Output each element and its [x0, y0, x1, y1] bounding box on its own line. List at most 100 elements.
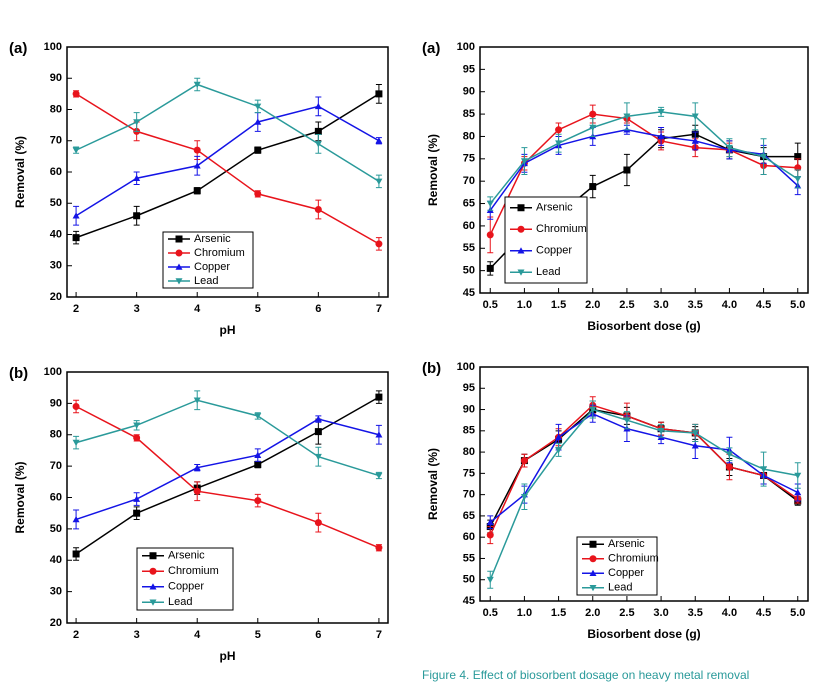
series-line: [75, 418, 380, 521]
data-point: [691, 442, 699, 449]
data-point: [375, 178, 383, 185]
data-point: [794, 472, 802, 479]
legend-label: Arsenic: [194, 233, 231, 245]
series-line: [75, 396, 380, 555]
legend-box: [504, 196, 588, 284]
legend-label: Chromium: [168, 565, 219, 577]
data-point: [657, 132, 665, 140]
data-point: [555, 433, 563, 440]
y-tick-label: 85: [463, 108, 475, 120]
x-tick-label: 4: [194, 629, 201, 641]
y-axis-label: Removal (%): [426, 134, 440, 206]
y-tick-label: 70: [50, 460, 62, 472]
data-point: [254, 497, 262, 505]
data-point: [314, 141, 322, 148]
data-point: [555, 140, 563, 147]
data-point: [72, 403, 80, 411]
y-tick-label: 95: [463, 63, 475, 75]
series-line: [489, 111, 799, 205]
data-point: [691, 137, 699, 144]
legend-label: Arsenic: [608, 538, 645, 550]
data-point: [193, 397, 201, 404]
y-axis-label: Removal (%): [13, 136, 27, 208]
y-tick-label: 30: [50, 260, 62, 272]
data-point: [254, 451, 262, 458]
legend-marker: [175, 263, 183, 270]
data-point: [486, 576, 494, 584]
data-point: [314, 415, 322, 422]
y-tick-label: 20: [50, 291, 62, 303]
data-point: [254, 118, 262, 125]
data-point: [623, 113, 631, 120]
data-point: [133, 434, 141, 442]
data-point: [375, 431, 383, 438]
data-point: [254, 461, 262, 469]
x-tick-label: 1.5: [551, 607, 566, 619]
y-tick-label: 90: [50, 397, 62, 409]
y-tick-label: 30: [50, 586, 62, 598]
x-tick-label: 1.5: [551, 299, 566, 311]
data-point: [486, 531, 494, 539]
y-tick-label: 50: [463, 574, 475, 586]
data-point: [375, 544, 383, 552]
data-point: [254, 413, 262, 420]
x-tick-label: 2.0: [585, 607, 600, 619]
y-tick-label: 90: [463, 86, 475, 98]
data-point: [72, 147, 80, 154]
legend-marker: [517, 269, 525, 276]
data-point: [72, 550, 80, 558]
series-line: [75, 405, 380, 549]
legend-label: Copper: [536, 245, 572, 257]
legend-marker: [175, 235, 183, 243]
legend-marker: [149, 599, 157, 606]
panel-label: (a): [422, 40, 440, 57]
legend-marker: [517, 225, 525, 233]
x-tick-label: 5: [255, 629, 261, 641]
data-point: [375, 393, 383, 401]
data-point: [725, 144, 733, 152]
series-line: [489, 408, 799, 527]
data-point: [133, 509, 141, 517]
data-point: [193, 146, 201, 154]
legend-marker: [589, 569, 597, 577]
y-tick-label: 80: [463, 446, 475, 458]
y-tick-label: 50: [50, 523, 62, 535]
data-point: [375, 90, 383, 98]
data-point: [623, 417, 631, 424]
series-line: [489, 412, 799, 523]
legend-label: Lead: [168, 596, 192, 608]
y-tick-label: 80: [50, 429, 62, 441]
series-line: [75, 399, 380, 477]
y-tick-label: 65: [463, 197, 475, 209]
legend-marker: [149, 583, 157, 590]
y-tick-label: 20: [50, 617, 62, 629]
y-tick-label: 70: [463, 489, 475, 501]
data-point: [657, 428, 665, 435]
data-point: [314, 102, 322, 110]
data-point: [193, 487, 201, 495]
y-tick-label: 60: [50, 166, 62, 178]
legend-label: Chromium: [194, 247, 245, 259]
x-tick-label: 5.0: [790, 299, 805, 311]
y-tick-label: 50: [463, 265, 475, 277]
y-tick-label: 90: [463, 403, 475, 415]
x-tick-label: 7: [376, 303, 382, 315]
data-point: [589, 406, 597, 414]
data-point: [133, 119, 141, 126]
y-axis-label: Removal (%): [426, 448, 440, 520]
data-point: [314, 519, 322, 527]
y-tick-label: 55: [463, 552, 475, 564]
data-point: [375, 240, 383, 248]
legend-label: Lead: [536, 266, 560, 278]
series-line: [489, 113, 798, 236]
data-point: [725, 463, 733, 471]
data-point: [314, 453, 322, 461]
data-point: [589, 124, 597, 132]
data-point: [133, 174, 141, 182]
legend-marker: [517, 204, 525, 212]
legend-marker: [175, 278, 183, 285]
panel-label: (a): [9, 40, 27, 57]
legend-label: Copper: [194, 261, 230, 273]
data-point: [589, 183, 597, 191]
x-tick-label: 2.5: [619, 607, 634, 619]
